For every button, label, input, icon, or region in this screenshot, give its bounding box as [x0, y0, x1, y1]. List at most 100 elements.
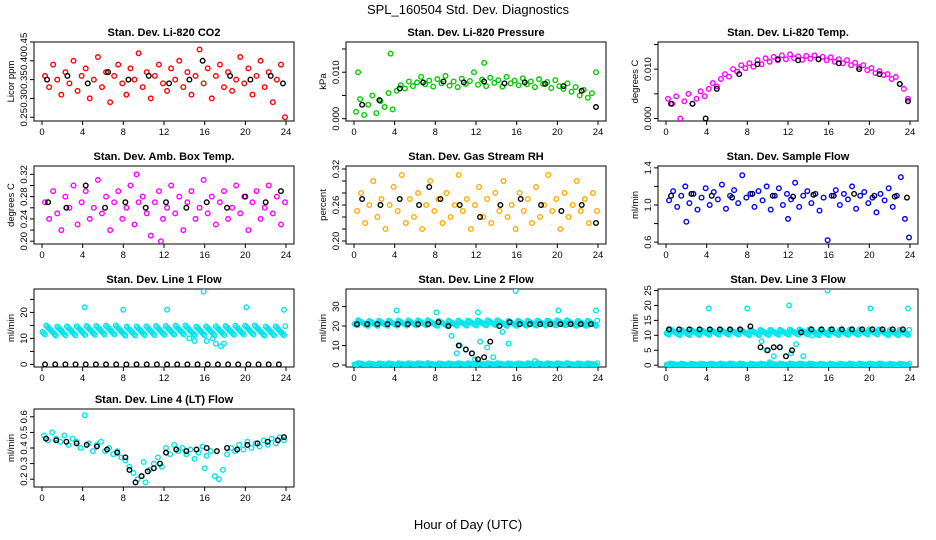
data-point [453, 350, 460, 357]
y-tick-label: 0.24 [19, 210, 30, 229]
x-tick-label: 4 [704, 373, 709, 384]
data-point [892, 74, 899, 81]
data-point [785, 215, 792, 222]
data-point [798, 329, 805, 336]
data-point [78, 72, 85, 79]
data-point [811, 52, 818, 59]
band-point [825, 332, 832, 339]
x-tick-label: 16 [199, 250, 210, 261]
data-point [721, 71, 728, 78]
data-point [94, 176, 101, 183]
data-point [390, 183, 397, 190]
data-point [437, 195, 444, 202]
data-point [203, 199, 210, 206]
plot-frame [345, 165, 607, 245]
y-tick-label: 0.000 [331, 107, 342, 131]
data-point [104, 446, 111, 453]
band-point [51, 331, 58, 338]
band-point [142, 332, 148, 339]
data-point [354, 321, 361, 328]
data-point [86, 215, 93, 222]
data-point [676, 326, 683, 333]
data-point [783, 190, 790, 197]
data-point [520, 207, 527, 214]
data-point [686, 200, 693, 207]
data-point [63, 204, 70, 211]
data-point [419, 225, 426, 232]
data-point [442, 72, 449, 79]
data-point [838, 326, 845, 333]
data-point [581, 195, 588, 202]
data-point [869, 326, 876, 333]
data-point [808, 326, 815, 333]
y-tick-label: 0.35 [19, 70, 30, 89]
data-point [698, 194, 705, 201]
data-point [447, 213, 454, 220]
data-point [184, 199, 191, 206]
data-point [440, 78, 447, 85]
band-point [81, 330, 87, 337]
data-point [245, 361, 252, 367]
data-point [385, 90, 392, 97]
panel-title: Stan. Dev. Line 4 (LT) Flow [95, 394, 234, 406]
y-tick-label: 0.40 [19, 52, 30, 71]
data-point [487, 74, 494, 81]
data-point [694, 206, 701, 213]
x-tick-label: 8 [433, 373, 438, 384]
data-point [503, 73, 510, 80]
band-point [190, 331, 197, 338]
y-tick-label: 0 [19, 362, 30, 367]
data-point [72, 361, 79, 367]
data-point [393, 307, 400, 314]
data-point [192, 215, 199, 222]
data-point [84, 80, 91, 87]
data-point [254, 440, 261, 447]
data-point [233, 76, 240, 83]
data-point [123, 204, 130, 211]
plot-area [665, 51, 911, 121]
data-point [501, 80, 508, 87]
data-point [216, 199, 223, 206]
band-point [271, 332, 278, 339]
y-tick-label: 20 [331, 321, 342, 332]
band-point [260, 331, 267, 338]
y-tick-label: 0.20 [19, 232, 30, 251]
x-tick-label: 24 [905, 250, 916, 261]
data-point [401, 85, 408, 92]
data-point [588, 90, 595, 97]
data-point [183, 448, 190, 455]
x-tick-label: 8 [745, 127, 750, 138]
data-point [90, 204, 97, 211]
band-point [906, 360, 913, 367]
data-point [415, 189, 422, 196]
data-point [89, 448, 96, 455]
data-point [481, 78, 488, 85]
series-2 [668, 56, 911, 121]
data-point [859, 326, 866, 333]
data-point [370, 177, 377, 184]
band-point [72, 332, 79, 339]
data-point [53, 437, 60, 444]
band-point [150, 330, 157, 337]
data-point [448, 332, 455, 339]
data-point [212, 340, 219, 347]
data-point [475, 81, 482, 88]
data-point [426, 77, 433, 84]
x-tick-label: 12 [159, 493, 170, 504]
data-point [795, 57, 802, 64]
data-point [674, 203, 681, 210]
series-2 [45, 182, 284, 211]
y-axis-label: ml/min [630, 191, 641, 219]
data-point [82, 65, 89, 72]
data-point [889, 326, 896, 333]
data-point [244, 438, 251, 445]
data-point [446, 82, 453, 89]
data-point [43, 435, 50, 442]
data-point [849, 183, 856, 190]
y-tick-label: 20 [643, 300, 654, 311]
data-point [86, 95, 93, 102]
x-tick-label: 24 [281, 127, 292, 138]
data-point [191, 338, 198, 345]
data-point [268, 435, 275, 442]
data-point [389, 106, 396, 113]
